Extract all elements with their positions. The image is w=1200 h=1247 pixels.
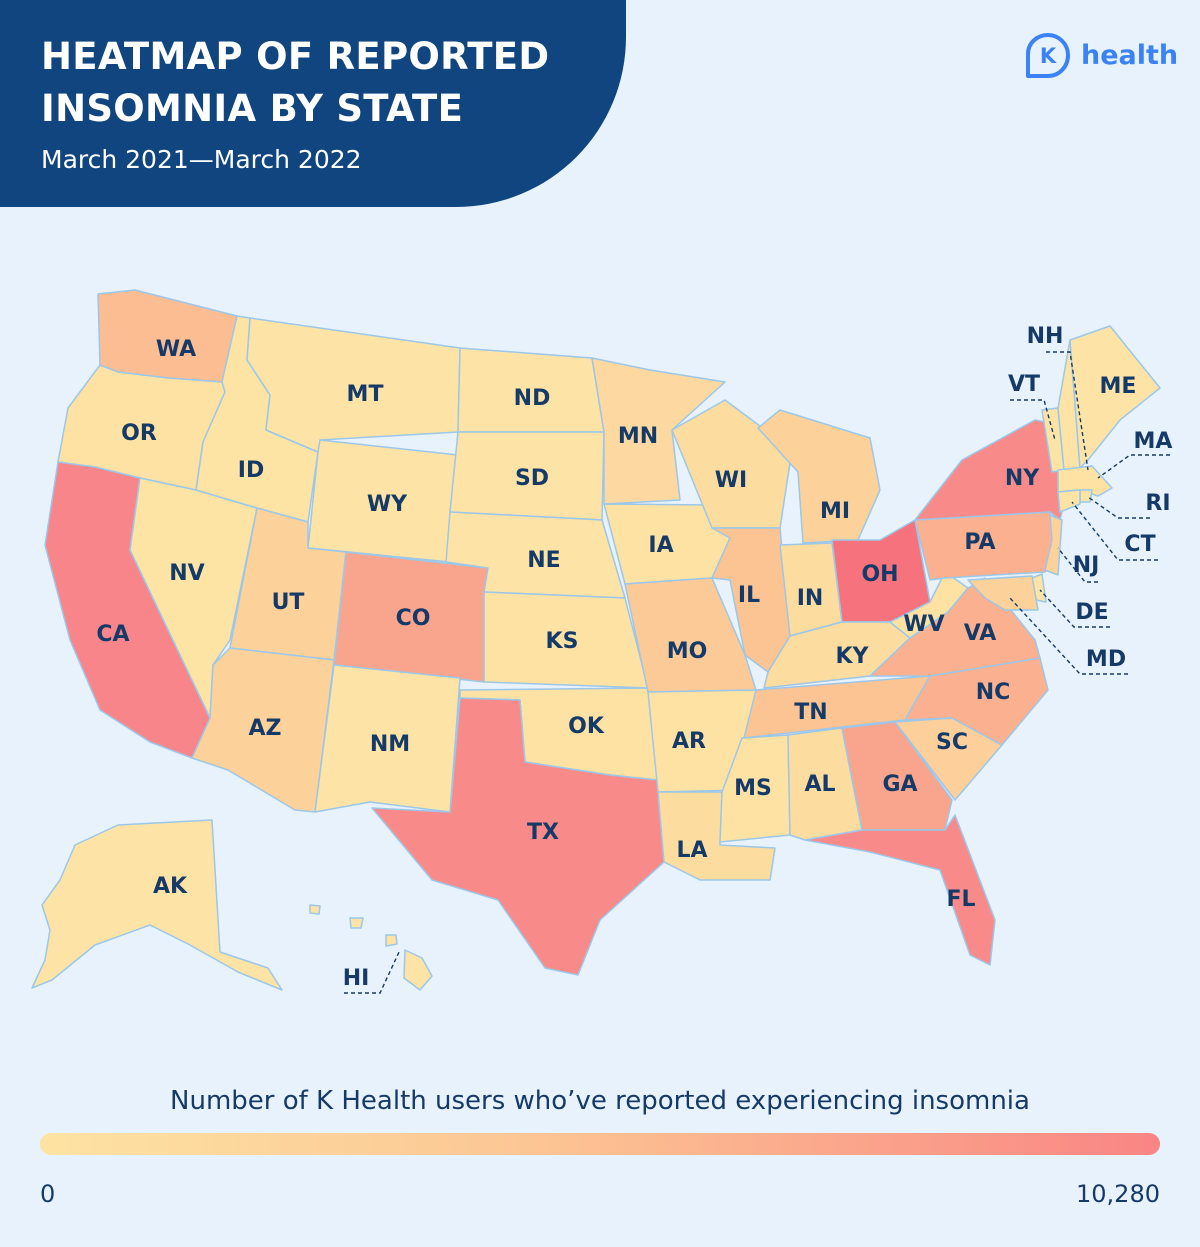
state-ak[interactable] bbox=[31, 819, 283, 991]
k-logo-icon: K bbox=[1026, 33, 1070, 78]
label-de: DE bbox=[1075, 600, 1108, 625]
state-hi-kauai bbox=[309, 904, 321, 915]
label-sd: SD bbox=[515, 466, 549, 491]
state-ny[interactable] bbox=[914, 419, 1066, 521]
label-me: ME bbox=[1100, 374, 1137, 399]
label-sc: SC bbox=[936, 730, 968, 755]
logo-mark-letter: K bbox=[1040, 44, 1057, 68]
label-nd: ND bbox=[514, 386, 551, 411]
label-fl: FL bbox=[946, 887, 975, 912]
label-mi: MI bbox=[820, 499, 850, 524]
label-mt: MT bbox=[347, 382, 384, 407]
label-hi: HI bbox=[343, 966, 370, 991]
label-id: ID bbox=[238, 458, 264, 483]
label-ks: KS bbox=[546, 629, 579, 654]
label-ct: CT bbox=[1124, 532, 1155, 557]
label-ia: IA bbox=[648, 533, 673, 558]
label-wv: WV bbox=[903, 612, 944, 637]
label-ut: UT bbox=[272, 590, 305, 615]
state-hi-oahu bbox=[349, 917, 364, 929]
state-mi[interactable] bbox=[757, 409, 881, 544]
state-hi[interactable] bbox=[309, 904, 433, 991]
label-ga: GA bbox=[882, 772, 917, 797]
label-wy: WY bbox=[367, 492, 408, 517]
label-nm: NM bbox=[370, 732, 410, 757]
label-nj: NJ bbox=[1073, 553, 1100, 578]
us-states-map: WA OR CA NV ID MT WY UT AZ CO NM ND SD N… bbox=[31, 289, 1172, 994]
state-fl[interactable] bbox=[804, 814, 996, 966]
state-ri[interactable] bbox=[1079, 489, 1093, 503]
ri-leader-line bbox=[1087, 496, 1150, 519]
legend-title: Number of K Health users who’ve reported… bbox=[170, 1086, 1030, 1116]
date-range-subtitle: March 2021—March 2022 bbox=[41, 145, 362, 174]
leader-lines bbox=[344, 351, 1170, 994]
label-pa: PA bbox=[964, 530, 995, 555]
label-md: MD bbox=[1086, 647, 1126, 672]
k-health-logo[interactable]: K health bbox=[1025, 32, 1179, 82]
legend-color-scale bbox=[40, 1133, 1160, 1155]
state-wv[interactable] bbox=[889, 571, 969, 639]
nh-leader-line bbox=[1046, 351, 1089, 471]
label-ne: NE bbox=[527, 548, 560, 573]
label-al: AL bbox=[804, 772, 835, 797]
state-labels: WA OR CA NV ID MT WY UT AZ CO NM ND SD N… bbox=[96, 324, 1172, 991]
label-tn: TN bbox=[794, 700, 827, 725]
state-nj[interactable] bbox=[1044, 514, 1063, 576]
label-il: IL bbox=[738, 583, 760, 608]
label-ok: OK bbox=[568, 714, 605, 739]
state-tx[interactable] bbox=[371, 697, 665, 976]
legend-min-label: 0 bbox=[40, 1180, 56, 1208]
label-ma: MA bbox=[1134, 429, 1173, 454]
label-nh: NH bbox=[1027, 324, 1064, 349]
state-mn[interactable] bbox=[591, 357, 726, 505]
logo-wordmark: health bbox=[1081, 40, 1179, 71]
label-ca: CA bbox=[96, 622, 129, 647]
state-hi-maui bbox=[385, 934, 398, 947]
label-or: OR bbox=[121, 421, 157, 446]
label-wa: WA bbox=[156, 337, 196, 362]
label-in: IN bbox=[797, 586, 824, 611]
label-co: CO bbox=[396, 606, 431, 631]
label-mo: MO bbox=[667, 639, 708, 664]
state-ms[interactable] bbox=[719, 734, 791, 843]
label-tx: TX bbox=[527, 820, 559, 845]
label-mn: MN bbox=[618, 424, 658, 449]
label-ri: RI bbox=[1145, 491, 1170, 516]
label-la: LA bbox=[676, 838, 707, 863]
label-ms: MS bbox=[734, 776, 772, 801]
hi-leader-line bbox=[344, 949, 401, 994]
label-oh: OH bbox=[861, 562, 898, 587]
legend-max-label: 10,280 bbox=[1076, 1180, 1160, 1208]
label-nc: NC bbox=[976, 680, 1011, 705]
label-wi: WI bbox=[715, 468, 747, 493]
label-va: VA bbox=[964, 621, 997, 646]
label-ky: KY bbox=[836, 644, 870, 669]
state-ct[interactable] bbox=[1057, 489, 1081, 513]
label-ny: NY bbox=[1005, 466, 1040, 491]
state-shapes bbox=[31, 289, 1161, 991]
label-ak: AK bbox=[153, 874, 188, 899]
header-panel: HEATMAP OF REPORTED INSOMNIA BY STATE Ma… bbox=[0, 0, 626, 207]
label-az: AZ bbox=[249, 716, 282, 741]
de-leader-line bbox=[1039, 589, 1110, 628]
label-ar: AR bbox=[672, 729, 706, 754]
state-mo[interactable] bbox=[624, 577, 757, 693]
state-hi-big-island bbox=[403, 949, 433, 991]
md-leader-line bbox=[1009, 597, 1128, 675]
label-nv: NV bbox=[169, 561, 204, 586]
state-wa[interactable] bbox=[97, 289, 238, 383]
label-vt: VT bbox=[1008, 372, 1040, 397]
ma-leader-line bbox=[1097, 454, 1170, 479]
page-title: HEATMAP OF REPORTED INSOMNIA BY STATE bbox=[41, 35, 550, 130]
state-ga[interactable] bbox=[841, 721, 953, 831]
state-nm[interactable] bbox=[314, 664, 461, 813]
